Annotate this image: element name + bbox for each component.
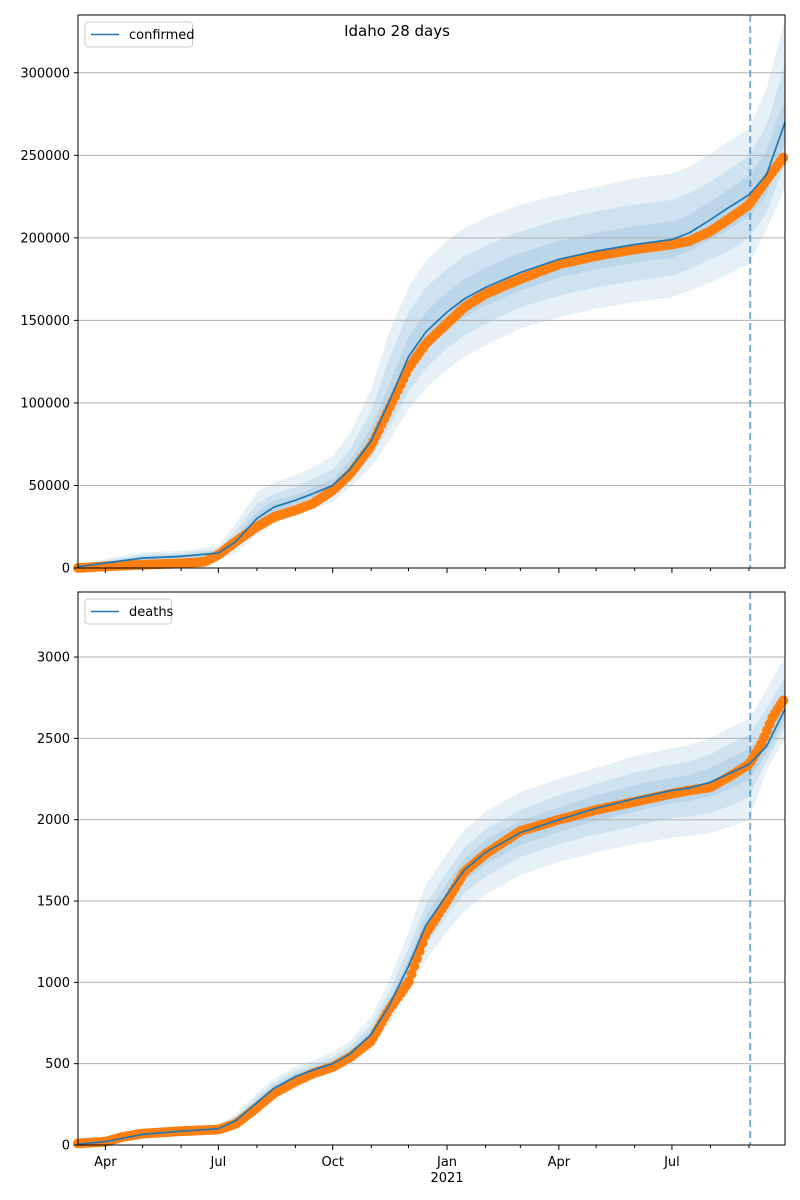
deaths-ytick-label: 3000 [37, 651, 70, 666]
chart-title: Idaho 28 days [344, 22, 450, 40]
confirmed-ytick-label: 250000 [20, 149, 70, 164]
deaths-observed-point [403, 976, 414, 987]
confirmed-ytick-label: 0 [62, 562, 70, 577]
deaths-observed-point [414, 946, 425, 956]
deaths-observed-point [778, 695, 789, 706]
confirmed-model-path [77, 122, 786, 568]
deaths-ytick-label: 1500 [37, 895, 70, 910]
deaths-legend-box [84, 598, 172, 625]
confirmed-y-axis: 0 50000 100000 150000 200000 250000 300000 [20, 66, 78, 577]
deaths-axes-frame [77, 591, 786, 1146]
deaths-legend: deaths [84, 598, 174, 625]
deaths-xtick-label: Jul [663, 1155, 680, 1170]
confirmed-ytick-label: 50000 [29, 479, 70, 494]
confirmed-ytick-label: 300000 [20, 66, 70, 81]
deaths-xtick-label: Apr [548, 1155, 571, 1170]
deaths-model-line [77, 708, 786, 1146]
confirmed-gridlines [78, 72, 785, 486]
deaths-ytick-label: 0 [62, 1139, 70, 1154]
confirmed-band-2 [78, 64, 785, 568]
confirmed-observed-point [778, 152, 789, 163]
confirmed-x-axis [104, 568, 750, 573]
deaths-xtick-label: Apr [94, 1155, 117, 1170]
confirmed-ytick-label: 200000 [20, 231, 70, 246]
deaths-y-axis: 0 500 1000 1500 2000 2500 3000 [37, 651, 78, 1154]
deaths-band-2 [78, 676, 785, 1145]
deaths-model-path [77, 708, 786, 1146]
deaths-observed-point [409, 961, 420, 972]
deaths-xtick-label: Jan [436, 1155, 457, 1170]
deaths-legend-label: deaths [129, 605, 174, 620]
deaths-xtick-label: Oct [321, 1155, 343, 1170]
deaths-ytick-label: 2000 [37, 813, 70, 828]
confirmed-legend-label: confirmed [129, 28, 195, 43]
deaths-observed-point [406, 969, 417, 979]
deaths-ytick-label: 2500 [37, 732, 70, 747]
confirmed-observed-points [73, 152, 789, 573]
confirmed-ytick-label: 100000 [20, 396, 70, 411]
confirmed-axes-frame [77, 14, 786, 569]
deaths-ytick-label: 500 [45, 1057, 70, 1072]
confirmed-legend-box [84, 21, 194, 48]
deaths-observed-point [412, 953, 422, 964]
deaths-xtick-label: Jul [210, 1155, 227, 1170]
deaths-gridlines [78, 656, 785, 1065]
confirmed-chart: 0 50000 100000 150000 200000 250000 300000 con… [20, 14, 789, 577]
deaths-ytick-label: 1000 [37, 976, 70, 991]
deaths-x-axis: Apr Jul Oct Jan Apr Jul 2021 [94, 1145, 750, 1186]
confirmed-legend: confirmed [84, 21, 195, 48]
deaths-year-label: 2021 [430, 1171, 463, 1186]
confirmed-model-line [77, 122, 786, 568]
confirmed-ytick-label: 150000 [20, 314, 70, 329]
confirmed-band-1 [78, 20, 785, 568]
